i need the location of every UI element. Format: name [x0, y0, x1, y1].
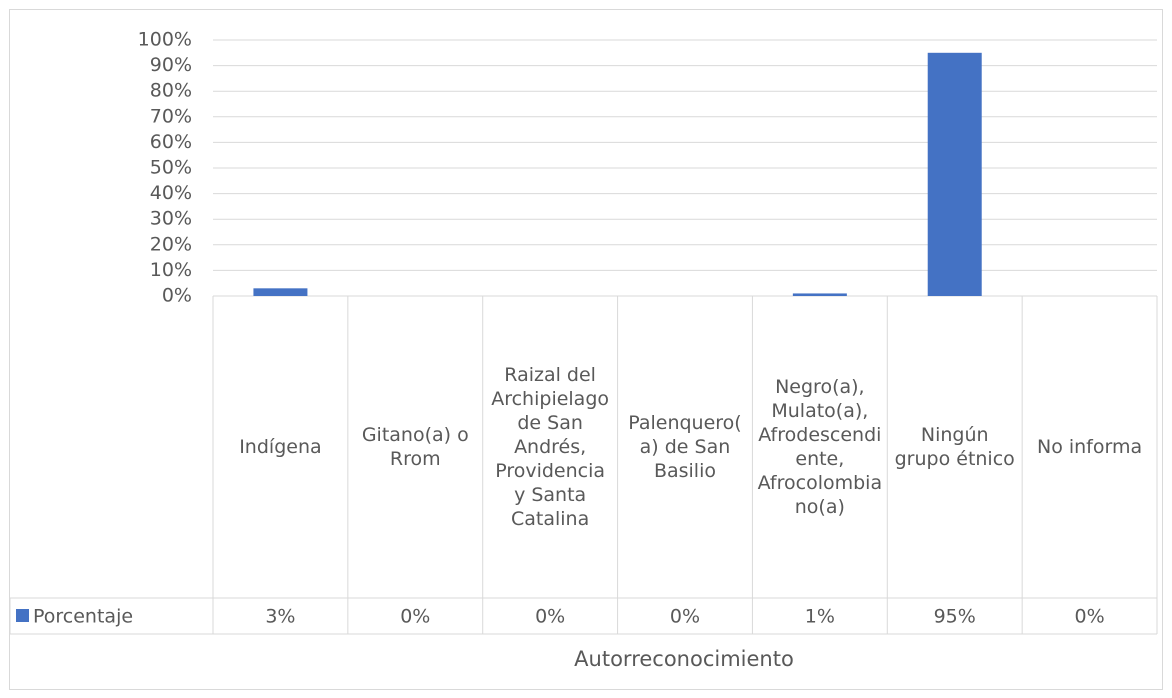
y-tick-label: 100% [138, 29, 192, 51]
y-tick-label: 40% [150, 182, 192, 204]
y-tick-label: 60% [150, 131, 192, 153]
y-tick-label: 90% [150, 54, 192, 76]
y-tick-label: 0% [162, 285, 192, 307]
data-table-value: 0% [1074, 606, 1104, 628]
y-tick-label: 10% [150, 259, 192, 281]
x-category-label: Gitano(a) o Rrom [361, 424, 469, 470]
legend-label: Porcentaje [33, 606, 133, 628]
bar [253, 288, 308, 296]
x-category-label: Raizal del Archipielago de San Andrés, P… [491, 364, 610, 530]
y-tick-label: 80% [150, 80, 192, 102]
data-table-value: 95% [934, 606, 976, 628]
y-tick-label: 70% [150, 105, 192, 127]
legend-key [16, 609, 29, 622]
data-table-value: 0% [670, 606, 700, 628]
x-category-label: Indígena [239, 436, 322, 458]
x-category-label: Palenquero(a) de San Basilio [628, 412, 742, 482]
data-table-value: 0% [400, 606, 430, 628]
x-axis-title: Autorreconocimiento [574, 647, 794, 671]
bar [927, 52, 982, 296]
x-category-label: No informa [1036, 436, 1143, 458]
data-table-value: 0% [535, 606, 565, 628]
x-category-label: Ningún grupo étnico [894, 424, 1015, 470]
y-tick-label: 50% [150, 157, 192, 179]
x-category-label: Negro(a), Mulato(a), Afrodescendiente, A… [757, 376, 883, 518]
data-table-value: 3% [265, 606, 295, 628]
y-tick-label: 30% [150, 208, 192, 230]
bar [792, 293, 847, 296]
y-tick-label: 20% [150, 233, 192, 255]
data-table-value: 1% [805, 606, 835, 628]
